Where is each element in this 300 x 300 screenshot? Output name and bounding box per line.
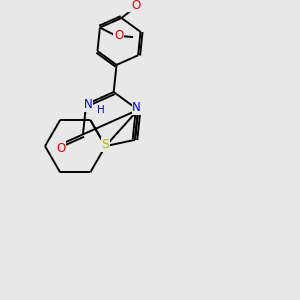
Text: N: N bbox=[132, 101, 141, 114]
Text: O: O bbox=[56, 142, 65, 155]
Text: H: H bbox=[97, 104, 105, 115]
Text: S: S bbox=[101, 138, 110, 151]
Text: O: O bbox=[131, 0, 140, 12]
Text: N: N bbox=[84, 98, 93, 111]
Text: O: O bbox=[114, 28, 123, 42]
